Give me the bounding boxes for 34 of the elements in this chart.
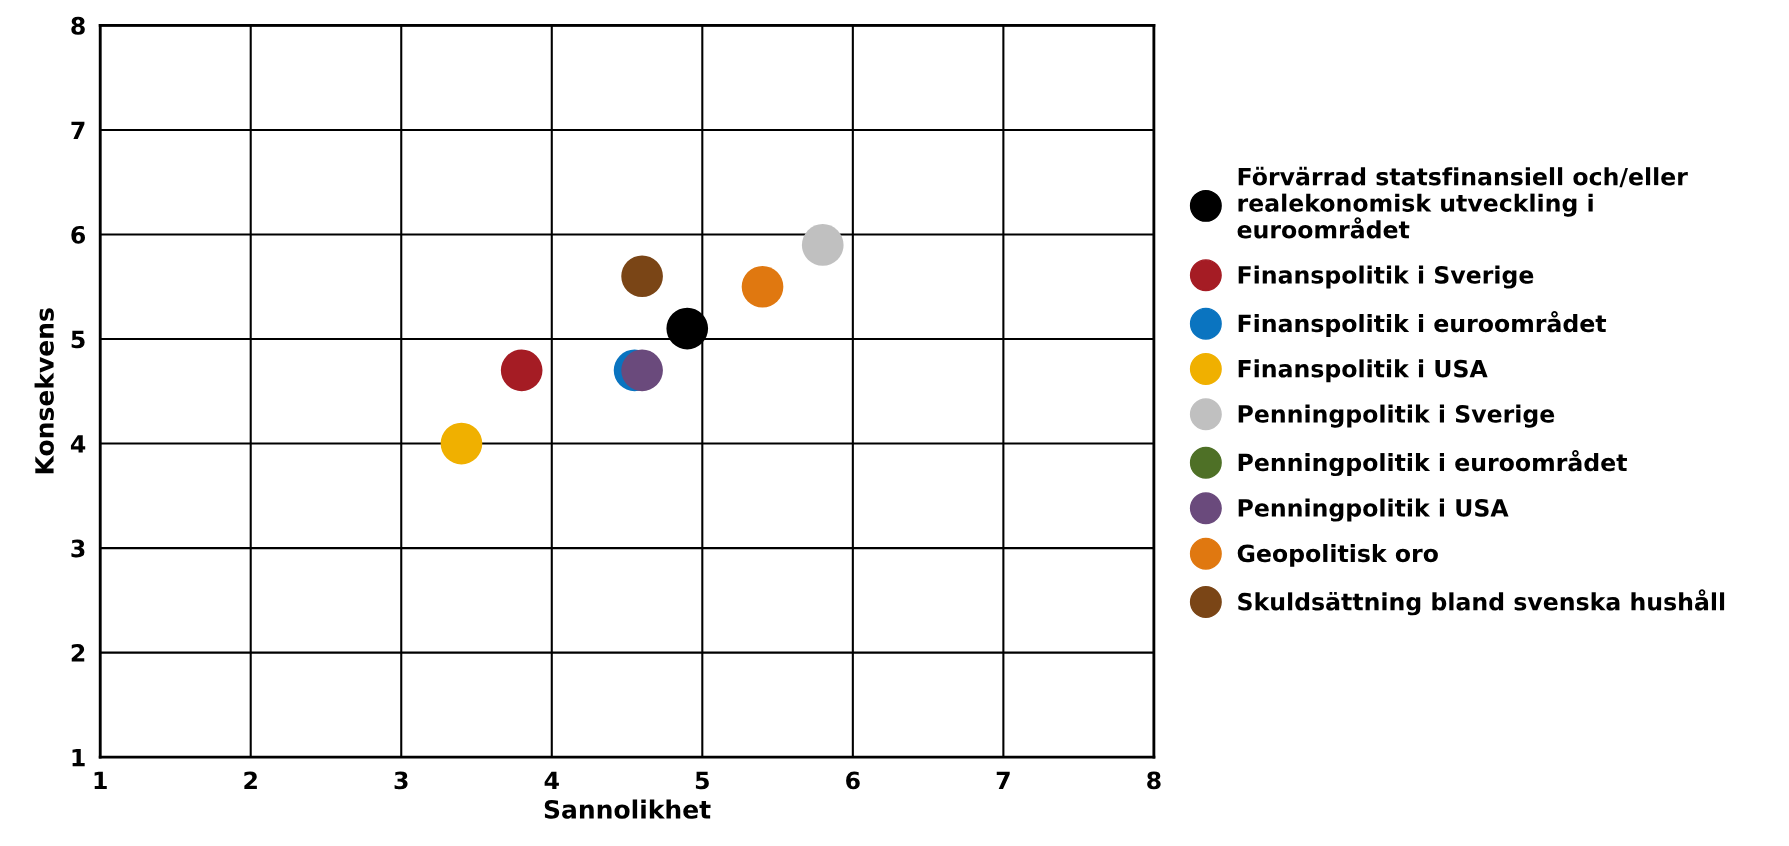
x-tick-label: 7 — [996, 771, 1010, 789]
x-tick-label: 2 — [244, 771, 257, 789]
point — [741, 265, 784, 308]
x-tick-label: 3 — [394, 771, 408, 790]
y-tick-label: 7 — [71, 121, 85, 139]
legend-label: Skuldsättning bland svenska hushåll — [1238, 589, 1725, 616]
point — [440, 422, 483, 465]
point — [666, 307, 709, 350]
x-tick-label: 1 — [94, 771, 107, 789]
legend-label: Finanspolitik i euroområdet — [1238, 311, 1607, 337]
y-tick-label: 8 — [71, 16, 85, 35]
legend-label: Penningpolitik i Sverige — [1238, 404, 1555, 428]
point — [801, 224, 844, 266]
x-tick-label: 6 — [846, 771, 860, 790]
x-axis-title: Sannolikhet — [544, 799, 711, 819]
point — [621, 255, 663, 298]
y-tick-label: 4 — [70, 435, 86, 453]
legend-label: Penningpolitik i euroområdet — [1238, 450, 1627, 477]
y-tick-label: 3 — [71, 539, 85, 558]
x-tick-label: 8 — [1147, 771, 1161, 790]
y-tick-label: 1 — [72, 748, 85, 767]
x-tick-label: 4 — [544, 771, 559, 789]
x-tick-label: 5 — [695, 771, 709, 790]
point — [621, 349, 663, 392]
y-tick-label: 6 — [71, 225, 86, 244]
legend-label: Geopolitisk oro — [1237, 544, 1438, 567]
legend-label: Finanspolitik i USA — [1238, 359, 1488, 383]
legend-label: Finanspolitik i Sverige — [1238, 265, 1534, 289]
point — [500, 349, 543, 392]
y-tick-label: 2 — [71, 644, 85, 662]
y-axis-title: Konsekvens — [34, 308, 54, 474]
legend-label: Penningpolitik i USA — [1238, 498, 1509, 522]
y-tick-label: 5 — [71, 330, 85, 349]
legend-label: Förvärrad statsfinansiell och/eller realekonomisk utveckling i euroområdet — [1237, 166, 1688, 239]
